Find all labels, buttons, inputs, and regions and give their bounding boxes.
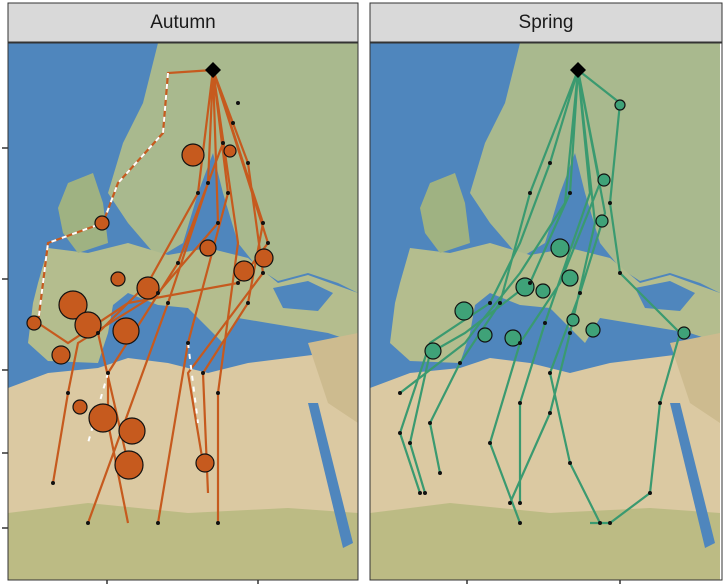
stopover bbox=[595, 214, 609, 228]
stopover bbox=[114, 450, 144, 480]
stopover bbox=[614, 99, 626, 111]
stopover bbox=[233, 260, 255, 282]
stopover bbox=[118, 417, 146, 445]
stopover bbox=[51, 345, 71, 365]
stopover bbox=[58, 290, 88, 320]
stopover bbox=[566, 313, 580, 327]
panel-border bbox=[7, 42, 359, 581]
panel-autumn bbox=[7, 42, 359, 581]
stopover bbox=[550, 238, 570, 258]
stopover bbox=[223, 144, 237, 158]
basemap-use bbox=[370, 43, 720, 580]
panel-title: Spring bbox=[519, 12, 574, 33]
stopover bbox=[424, 342, 442, 360]
stopover bbox=[561, 269, 579, 287]
strip bbox=[7, 2, 359, 43]
stopover bbox=[199, 239, 217, 257]
dots bbox=[398, 161, 662, 525]
stopover bbox=[26, 315, 42, 331]
stopover bbox=[254, 248, 274, 268]
diamond bbox=[205, 62, 221, 78]
stopover bbox=[677, 326, 691, 340]
stopover bbox=[504, 329, 522, 347]
stopovers bbox=[26, 143, 274, 480]
stopover bbox=[88, 403, 118, 433]
panel-spring bbox=[369, 42, 723, 581]
stopover bbox=[454, 301, 474, 321]
stopover bbox=[597, 173, 611, 187]
stopover bbox=[112, 317, 140, 345]
stopover bbox=[72, 399, 88, 415]
map-area bbox=[8, 43, 358, 580]
stopover bbox=[136, 276, 160, 300]
strip bbox=[369, 2, 723, 43]
stopover bbox=[181, 143, 205, 167]
axis-ticks bbox=[2, 147, 621, 584]
stopover bbox=[585, 322, 601, 338]
dots bbox=[51, 101, 270, 525]
map-area bbox=[370, 43, 720, 580]
stopover bbox=[195, 453, 215, 473]
stopover bbox=[535, 283, 551, 299]
stopover bbox=[74, 311, 102, 339]
panel-title: Autumn bbox=[150, 12, 215, 33]
stopover bbox=[94, 215, 110, 231]
stopover bbox=[515, 277, 535, 297]
panel-border bbox=[369, 42, 723, 581]
stopover bbox=[110, 271, 126, 287]
stopover bbox=[477, 327, 493, 343]
diamond bbox=[570, 62, 586, 78]
